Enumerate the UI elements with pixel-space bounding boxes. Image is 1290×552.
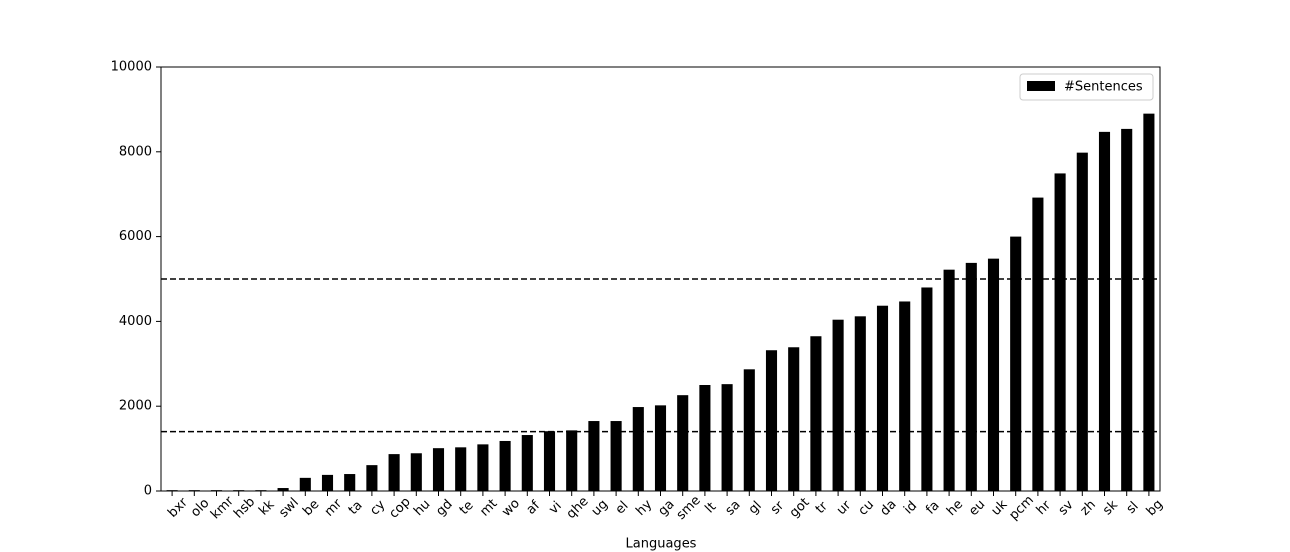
x-tick-label: gl	[746, 498, 765, 517]
x-tick-label: bxr	[165, 495, 191, 521]
bar	[876, 305, 889, 491]
x-tick-label: wo	[499, 496, 523, 520]
bar	[654, 405, 667, 491]
x-tick-label: sr	[768, 498, 788, 518]
x-tick-label: hsb	[231, 494, 258, 521]
bar	[299, 477, 311, 491]
plot-frame	[160, 66, 1161, 492]
y-tick-label: 10000	[111, 60, 152, 75]
x-tick-label: hy	[633, 497, 655, 519]
x-tick-label: da	[877, 497, 899, 519]
x-tick-label: mr	[322, 496, 346, 520]
bar	[987, 258, 1000, 491]
x-tick-label: sk	[1100, 497, 1121, 518]
x-tick-label: pcm	[1006, 493, 1036, 523]
bar	[921, 287, 933, 491]
bar	[810, 336, 822, 491]
legend-box	[1019, 73, 1154, 101]
bar	[521, 435, 533, 491]
bar	[1098, 131, 1111, 491]
y-tick-label: 8000	[119, 144, 152, 159]
bar	[1054, 173, 1066, 491]
x-tick-label: got	[787, 495, 813, 521]
y-tick-label: 4000	[119, 314, 152, 329]
x-tick-label: sa	[723, 497, 744, 518]
x-tick-label: lt	[703, 500, 720, 517]
bar	[854, 316, 866, 491]
x-tick-label: kmr	[208, 493, 237, 522]
bar	[566, 430, 578, 491]
x-tick-label: af	[524, 498, 544, 518]
x-tick-label: hr	[1034, 497, 1055, 518]
bar	[788, 347, 800, 491]
x-tick-label: cy	[367, 497, 388, 518]
x-tick-label: be	[300, 497, 322, 519]
x-tick-label: te	[457, 498, 477, 518]
x-tick-label: swl	[276, 495, 301, 520]
bar	[1076, 152, 1088, 491]
bar	[1010, 236, 1022, 491]
x-tick-label: eu	[966, 497, 988, 519]
x-tick-label: he	[944, 497, 966, 519]
x-tick-label: olo	[188, 496, 212, 520]
x-tick-label: ga	[655, 497, 677, 519]
x-tick-label: ta	[346, 498, 366, 518]
bar	[455, 447, 467, 491]
x-tick-label: qhe	[564, 494, 592, 522]
bar	[543, 431, 556, 491]
legend-swatch	[1027, 81, 1055, 91]
x-axis-label: Languages	[626, 537, 697, 552]
bar	[899, 301, 911, 491]
y-tick-label: 6000	[119, 229, 152, 244]
bar	[477, 444, 489, 491]
x-tick-label: sv	[1056, 497, 1077, 518]
x-tick-label: vi	[546, 499, 565, 518]
bar	[699, 385, 711, 491]
bar	[610, 421, 622, 491]
x-tick-label: ur	[834, 497, 855, 518]
bar	[765, 350, 778, 491]
x-tick-label: sl	[1124, 499, 1142, 517]
bar	[1143, 113, 1155, 491]
bar	[832, 319, 844, 491]
x-tick-label: gd	[433, 497, 455, 519]
bar	[1121, 128, 1133, 492]
x-tick-label: ug	[589, 497, 611, 519]
bar	[677, 395, 689, 491]
x-tick-label: hu	[411, 497, 433, 519]
bar	[366, 465, 378, 491]
bar	[277, 488, 289, 491]
x-tick-label: zh	[1078, 497, 1099, 518]
bar	[721, 384, 733, 491]
bar	[410, 453, 422, 491]
x-tick-label: cop	[387, 494, 414, 521]
bar	[965, 262, 977, 491]
bar	[743, 369, 755, 491]
bar	[388, 454, 400, 491]
bar	[943, 269, 955, 491]
x-tick-label: mt	[477, 496, 500, 519]
x-tick-label: el	[613, 499, 632, 518]
x-tick-label: kk	[256, 497, 278, 519]
bar	[344, 474, 356, 491]
x-tick-label: cu	[856, 497, 877, 518]
y-tick-label: 0	[144, 484, 152, 499]
bar	[499, 440, 511, 491]
y-tick-label: 2000	[119, 399, 152, 414]
x-tick-label: uk	[989, 497, 1011, 519]
bar	[588, 421, 600, 491]
x-tick-label: fa	[923, 498, 942, 517]
legend-label: #Sentences	[1064, 80, 1143, 95]
bar	[321, 474, 334, 491]
x-tick-label: bg	[1144, 497, 1166, 519]
bar	[632, 407, 644, 491]
x-tick-label: id	[901, 498, 920, 517]
x-tick-label: sme	[674, 493, 704, 523]
bar	[1032, 197, 1044, 492]
bar	[432, 448, 445, 491]
x-tick-label: tr	[813, 499, 831, 517]
